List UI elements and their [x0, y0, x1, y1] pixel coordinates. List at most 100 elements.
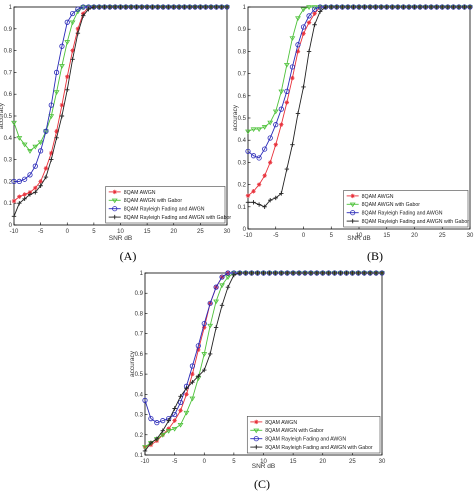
data-point — [231, 272, 237, 278]
legend-marker — [253, 436, 259, 442]
data-point — [456, 4, 462, 10]
y-tick-label: 0.3 — [4, 158, 13, 164]
x-tick-label: 25 — [197, 229, 204, 235]
data-point — [86, 6, 91, 12]
data-point — [445, 4, 450, 10]
data-point — [27, 149, 33, 154]
data-point — [54, 135, 59, 140]
legend-entry: 8QAM AWGN with Gabor — [124, 198, 183, 204]
legend-entry: 8QAM AWGN — [265, 420, 297, 426]
x-tick-label: 30 — [379, 459, 386, 465]
data-point — [440, 4, 445, 10]
x-tick-label: -5 — [172, 459, 178, 465]
y-tick-label: 0.9 — [4, 27, 13, 33]
legend: 8QAM AWGN 8QAM AWGN with Gabor 8QAM Raylei… — [246, 416, 381, 454]
data-point — [27, 192, 33, 197]
y-tick-label: 0.5 — [4, 114, 13, 120]
data-point — [38, 179, 43, 184]
y-tick-label: 0.8 — [238, 49, 247, 55]
data-point — [11, 198, 17, 204]
data-point — [329, 4, 334, 10]
data-point — [166, 4, 171, 10]
data-point — [171, 426, 178, 432]
data-point — [290, 142, 295, 147]
y-axis-label: accuracy — [232, 104, 239, 131]
y-tick-label: 0.6 — [4, 92, 13, 98]
y-tick-label: 0.4 — [238, 138, 247, 144]
data-point — [176, 4, 182, 10]
y-tick-label: 0.1 — [238, 205, 247, 211]
data-point — [172, 418, 177, 423]
data-point — [142, 448, 148, 454]
data-point — [356, 270, 361, 276]
data-point — [245, 193, 251, 198]
legend: 8QAM AWGN 8QAM AWGN with Gabor 8QAM Raylei… — [105, 186, 232, 224]
data-point — [261, 125, 268, 130]
data-point — [192, 4, 198, 10]
data-point — [178, 394, 183, 399]
y-tick-label: 0.1 — [4, 201, 13, 207]
data-point — [273, 122, 279, 128]
data-point — [255, 270, 260, 276]
data-point — [22, 176, 28, 182]
legend-frame — [246, 416, 381, 454]
data-point — [154, 436, 160, 442]
data-point — [59, 113, 65, 119]
legend-entry: 8QAM Rayleigh Fading and AWGN with Gabor — [265, 445, 373, 451]
x-tick-label: 0 — [203, 459, 207, 465]
data-point — [48, 102, 54, 108]
data-point — [314, 270, 320, 276]
x-tick-label: 0 — [66, 229, 70, 235]
data-point — [160, 428, 165, 433]
data-point — [16, 136, 23, 141]
data-point — [160, 418, 166, 424]
data-point — [64, 40, 71, 45]
data-point — [184, 392, 189, 397]
series-4 — [11, 4, 230, 219]
data-point — [139, 4, 144, 10]
data-point — [451, 4, 456, 10]
y-tick-label: 0.4 — [4, 136, 13, 142]
data-point — [59, 102, 65, 108]
data-point — [219, 274, 225, 280]
data-point — [196, 373, 201, 379]
legend-marker — [111, 198, 118, 204]
data-point — [262, 204, 267, 209]
data-point — [38, 183, 43, 188]
x-axis-label: SNR dB — [252, 463, 275, 470]
data-point — [118, 4, 123, 10]
data-point — [53, 90, 60, 95]
data-point — [21, 142, 28, 148]
series-4 — [142, 270, 385, 454]
data-point — [278, 89, 285, 95]
data-point — [284, 166, 290, 172]
data-point — [22, 196, 27, 202]
chart-panel-2: -10 -5 0 5 10 15 20 25 30 0 0.1 0.2 0.3 0.4 0.5 0.6 0.7 0… — [232, 4, 474, 263]
legend-frame — [343, 190, 469, 228]
data-point — [107, 4, 113, 10]
legend-entry: 8QAM Rayleigh Fading and AWGN with Gabor — [124, 215, 232, 221]
data-point — [81, 13, 86, 18]
data-point — [306, 49, 312, 54]
data-point — [273, 270, 278, 276]
data-point — [65, 87, 70, 93]
data-point — [351, 4, 356, 10]
data-point — [213, 325, 219, 330]
data-point — [320, 270, 325, 276]
data-point — [279, 270, 284, 276]
legend-marker — [112, 189, 117, 195]
legend-marker — [254, 419, 259, 425]
data-point — [201, 320, 207, 327]
y-tick-label: 0.9 — [238, 27, 247, 33]
data-point — [43, 174, 49, 180]
data-point — [201, 352, 208, 357]
legend: 8QAM AWGN 8QAM AWGN with Gabor 8QAM Raylei… — [343, 190, 469, 228]
data-point — [306, 20, 312, 25]
data-point — [311, 6, 318, 12]
data-point — [33, 190, 38, 195]
data-point — [70, 48, 75, 53]
x-axis-label: SNR dB — [347, 235, 370, 242]
data-point — [362, 4, 367, 10]
data-point — [32, 144, 39, 150]
x-tick-label: 15 — [383, 233, 390, 239]
